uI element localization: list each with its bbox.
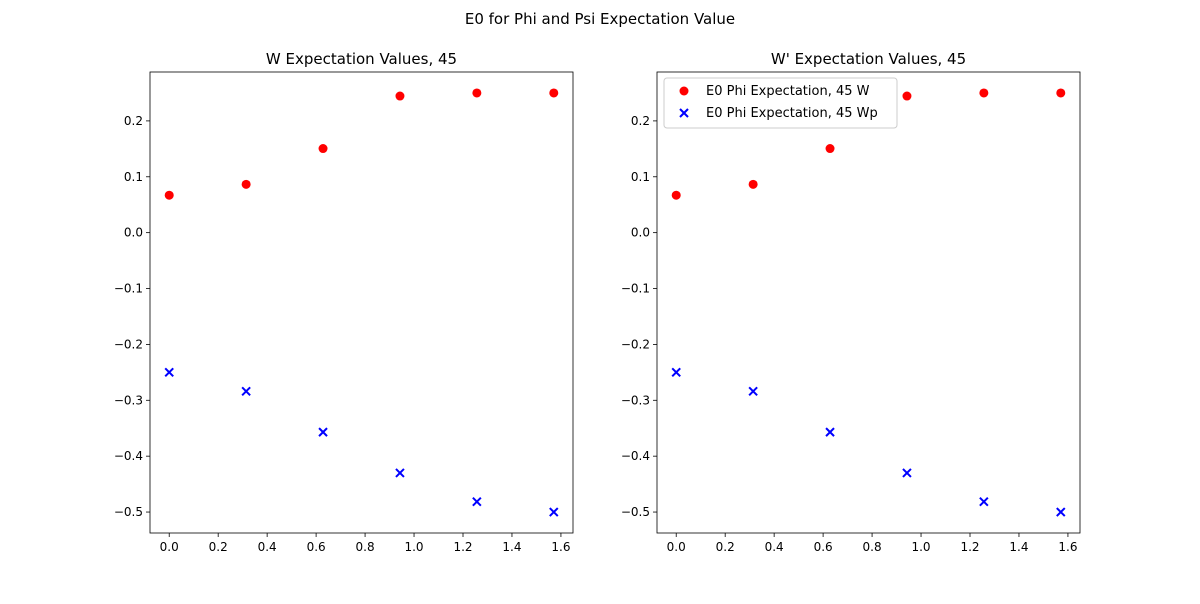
left-point-circle [472,88,482,98]
right-y-tick-label: 0.0 [631,226,650,240]
left-point-circle [241,179,251,189]
left-axes-frame [149,71,574,534]
x-marker-stroke [318,427,328,437]
x-marker-stroke [748,386,758,397]
left-y-tick-label: −0.1 [114,282,143,296]
right-point-x [671,367,681,378]
right-point-x [1056,507,1066,517]
left-y-tick-label: 0.2 [124,114,143,128]
right-y-tick-label: −0.5 [621,505,650,519]
x-marker-stroke [902,468,912,478]
legend-label: E0 Phi Expectation, 45 Wp [706,106,878,121]
x-marker-stroke [241,386,251,397]
left-point-x [318,427,328,437]
right-point-x [902,468,912,478]
right-x-tick-label: 0.4 [765,540,784,554]
left-point-x [164,367,174,378]
right-y-tick-label: 0.2 [631,114,650,128]
left-x-tick-label: 0.2 [209,540,228,554]
left-x-tick-label: 0.6 [307,540,326,554]
right-y-tick-label: −0.4 [621,449,650,463]
left-y-tick-label: −0.5 [114,505,143,519]
x-marker-stroke [472,497,482,507]
right-panel-title: W' Expectation Values, 45 [771,50,966,68]
left-x-tick-label: 1.4 [502,540,521,554]
x-marker-stroke [395,468,405,478]
left-x-tick-label: 0.8 [356,540,375,554]
x-marker-stroke [549,507,559,517]
left-x-tick-label: 1.2 [453,540,472,554]
right-point-circle [671,190,681,200]
right-point-x [825,427,835,437]
left-point-x [241,386,251,397]
left-y-tick-label: −0.2 [114,337,143,351]
left-point-circle [549,88,559,98]
x-marker-stroke [979,497,989,507]
figure-title: E0 for Phi and Psi Expectation Value [465,10,735,28]
legend-marker-circle [679,86,689,96]
left-y-tick-label: −0.3 [114,393,143,407]
left-y-tick-label: 0.0 [124,226,143,240]
left-point-x [549,507,559,517]
right-point-circle [1056,88,1066,98]
left-x-tick-label: 0.4 [258,540,277,554]
right-y-tick-label: −0.1 [621,282,650,296]
right-point-circle [825,144,835,154]
left-point-circle [395,91,405,101]
right-x-tick-label: 1.2 [960,540,979,554]
left-y-tick-label: 0.1 [124,170,143,184]
left-x-tick-label: 0.0 [160,540,179,554]
right-x-tick-label: 0.0 [667,540,686,554]
right-x-tick-label: 1.4 [1009,540,1028,554]
legend-box [663,77,898,129]
left-point-x [472,497,482,507]
x-marker-stroke [1056,507,1066,517]
right-axes-frame [656,71,1081,534]
left-point-circle [318,144,328,154]
right-y-tick-label: −0.3 [621,393,650,407]
right-point-circle [902,91,912,101]
left-point-circle [164,190,174,200]
x-marker-stroke [671,367,681,378]
legend-label: E0 Phi Expectation, 45 W [706,84,870,99]
right-x-tick-label: 0.6 [814,540,833,554]
right-legend: E0 Phi Expectation, 45 W E0 Phi Expectati… [663,77,898,129]
right-point-circle [748,179,758,189]
left-panel-title: W Expectation Values, 45 [266,50,457,68]
right-x-tick-label: 1.0 [911,540,930,554]
right-x-tick-label: 0.2 [716,540,735,554]
x-marker-stroke [825,427,835,437]
left-point-x [395,468,405,478]
right-panel: W' Expectation Values, 45 0.0 0.2 0.4 0.6 0.8… [621,50,1081,554]
left-panel: W Expectation Values, 45 0.0 0.2 0.4 0.6 0.8 1… [114,50,574,554]
x-marker-stroke [164,367,174,378]
right-x-tick-label: 1.6 [1058,540,1077,554]
left-x-tick-label: 1.0 [404,540,423,554]
left-y-tick-label: −0.4 [114,449,143,463]
right-point-circle [979,88,989,98]
right-y-tick-label: 0.1 [631,170,650,184]
right-point-x [979,497,989,507]
right-y-tick-label: −0.2 [621,337,650,351]
legend-marker-x [679,108,689,118]
left-x-tick-label: 1.6 [551,540,570,554]
right-point-x [748,386,758,397]
right-x-tick-label: 0.8 [863,540,882,554]
